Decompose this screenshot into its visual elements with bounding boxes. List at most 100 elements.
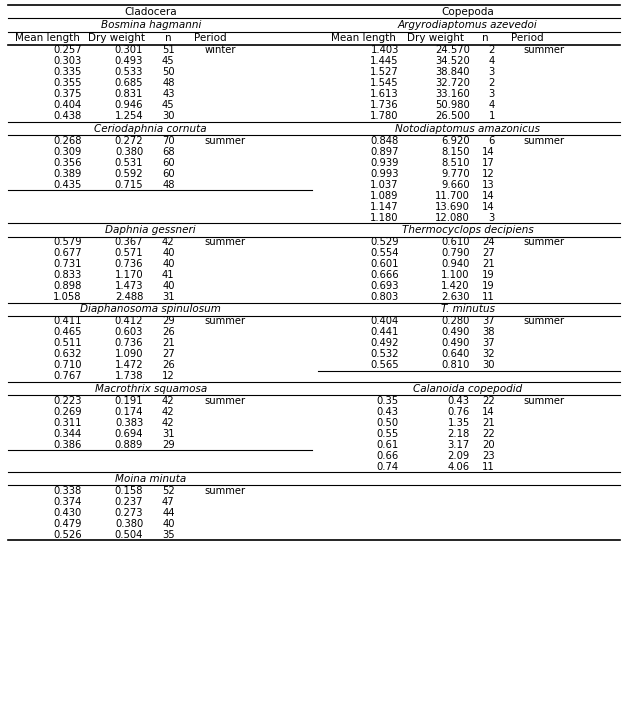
Text: n: n — [482, 33, 488, 43]
Text: 0.848: 0.848 — [371, 136, 399, 146]
Text: 0.490: 0.490 — [441, 327, 470, 337]
Text: 1.090: 1.090 — [115, 349, 143, 360]
Text: 1.472: 1.472 — [114, 360, 143, 370]
Text: 12: 12 — [162, 371, 175, 381]
Text: summer: summer — [204, 486, 245, 496]
Text: 0.632: 0.632 — [53, 349, 82, 360]
Text: 33.160: 33.160 — [435, 89, 470, 99]
Text: 21: 21 — [162, 339, 175, 349]
Text: 2.09: 2.09 — [448, 451, 470, 461]
Text: 48: 48 — [162, 78, 175, 88]
Text: 3: 3 — [489, 213, 495, 223]
Text: 37: 37 — [482, 339, 495, 349]
Text: 0.897: 0.897 — [371, 147, 399, 157]
Text: 1.058: 1.058 — [53, 292, 82, 302]
Text: 0.490: 0.490 — [441, 339, 470, 349]
Text: 27: 27 — [482, 248, 495, 258]
Text: 0.438: 0.438 — [53, 111, 82, 122]
Text: 50.980: 50.980 — [435, 101, 470, 111]
Text: 19: 19 — [482, 270, 495, 280]
Text: 0.833: 0.833 — [53, 270, 82, 280]
Text: 0.309: 0.309 — [53, 147, 82, 157]
Text: 0.492: 0.492 — [371, 339, 399, 349]
Text: 68: 68 — [162, 147, 175, 157]
Text: 0.533: 0.533 — [115, 68, 143, 78]
Text: 50: 50 — [162, 68, 175, 78]
Text: 0.430: 0.430 — [53, 508, 82, 518]
Text: Copepoda: Copepoda — [441, 6, 494, 17]
Text: 0.565: 0.565 — [370, 360, 399, 370]
Text: 42: 42 — [162, 395, 175, 406]
Text: 0.592: 0.592 — [114, 169, 143, 179]
Text: 40: 40 — [162, 248, 175, 258]
Text: 0.280: 0.280 — [441, 316, 470, 326]
Text: 34.520: 34.520 — [435, 56, 470, 66]
Text: n: n — [165, 33, 171, 43]
Text: 30: 30 — [162, 111, 175, 122]
Text: 0.404: 0.404 — [371, 316, 399, 326]
Text: 14: 14 — [482, 407, 495, 417]
Text: 0.389: 0.389 — [53, 169, 82, 179]
Text: 0.50: 0.50 — [377, 418, 399, 428]
Text: 12.080: 12.080 — [435, 213, 470, 223]
Text: 2.18: 2.18 — [448, 429, 470, 439]
Text: 21: 21 — [482, 418, 495, 428]
Text: 29: 29 — [162, 439, 175, 449]
Text: 0.511: 0.511 — [53, 339, 82, 349]
Text: 2: 2 — [489, 78, 495, 88]
Text: summer: summer — [204, 237, 245, 247]
Text: 0.831: 0.831 — [115, 89, 143, 99]
Text: 1.147: 1.147 — [370, 202, 399, 212]
Text: 27: 27 — [162, 349, 175, 360]
Text: 4: 4 — [489, 101, 495, 111]
Text: 38: 38 — [482, 327, 495, 337]
Text: 0.74: 0.74 — [377, 462, 399, 472]
Text: 0.191: 0.191 — [114, 395, 143, 406]
Text: 0.269: 0.269 — [53, 407, 82, 417]
Text: 0.386: 0.386 — [53, 439, 82, 449]
Text: 0.579: 0.579 — [53, 237, 82, 247]
Text: 0.412: 0.412 — [115, 316, 143, 326]
Text: 0.375: 0.375 — [53, 89, 82, 99]
Text: Calanoida copepodid: Calanoida copepodid — [413, 383, 522, 393]
Text: 42: 42 — [162, 418, 175, 428]
Text: Daphnia gessneri: Daphnia gessneri — [106, 225, 196, 235]
Text: 0.335: 0.335 — [53, 68, 82, 78]
Text: 0.479: 0.479 — [53, 519, 82, 529]
Text: Cladocera: Cladocera — [124, 6, 177, 17]
Text: 47: 47 — [162, 497, 175, 507]
Text: 0.898: 0.898 — [53, 281, 82, 291]
Text: 0.355: 0.355 — [53, 78, 82, 88]
Text: summer: summer — [523, 136, 564, 146]
Text: 4.06: 4.06 — [448, 462, 470, 472]
Text: 0.374: 0.374 — [53, 497, 82, 507]
Text: 0.356: 0.356 — [53, 157, 82, 168]
Text: 1: 1 — [489, 111, 495, 122]
Text: 0.367: 0.367 — [115, 237, 143, 247]
Text: 0.237: 0.237 — [115, 497, 143, 507]
Text: 0.693: 0.693 — [371, 281, 399, 291]
Text: 0.61: 0.61 — [377, 439, 399, 449]
Text: 0.268: 0.268 — [53, 136, 82, 146]
Text: 0.273: 0.273 — [115, 508, 143, 518]
Text: 0.889: 0.889 — [115, 439, 143, 449]
Text: 2.488: 2.488 — [115, 292, 143, 302]
Text: 9.660: 9.660 — [441, 180, 470, 190]
Text: 4: 4 — [489, 56, 495, 66]
Text: 32.720: 32.720 — [435, 78, 470, 88]
Text: summer: summer — [204, 316, 245, 326]
Text: summer: summer — [523, 395, 564, 406]
Text: 17: 17 — [482, 157, 495, 168]
Text: winter: winter — [204, 45, 236, 55]
Text: 0.715: 0.715 — [114, 180, 143, 190]
Text: 45: 45 — [162, 56, 175, 66]
Text: 0.736: 0.736 — [115, 339, 143, 349]
Text: 0.601: 0.601 — [371, 259, 399, 269]
Text: 1.254: 1.254 — [114, 111, 143, 122]
Text: 48: 48 — [162, 180, 175, 190]
Text: 0.790: 0.790 — [441, 248, 470, 258]
Text: 40: 40 — [162, 519, 175, 529]
Text: 26: 26 — [162, 360, 175, 370]
Text: 42: 42 — [162, 407, 175, 417]
Text: 0.731: 0.731 — [53, 259, 82, 269]
